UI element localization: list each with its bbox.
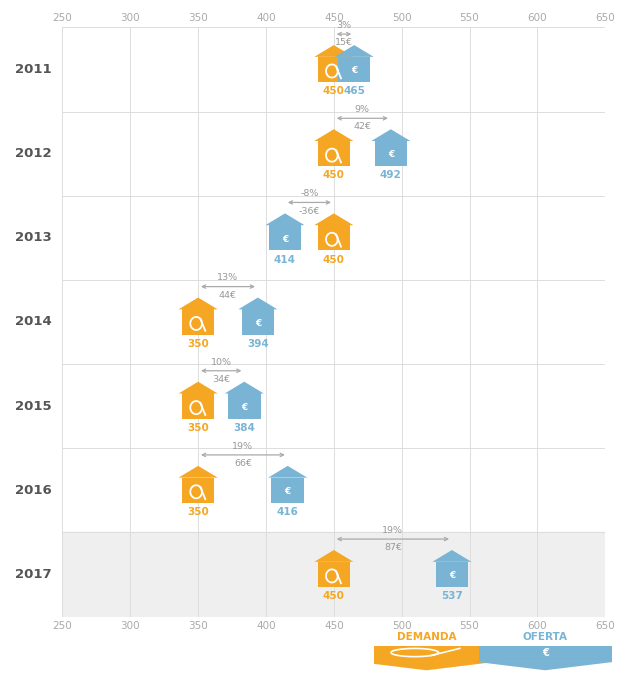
Polygon shape	[314, 129, 353, 141]
Text: 492: 492	[380, 171, 402, 180]
Text: 13%: 13%	[217, 273, 238, 282]
Polygon shape	[269, 225, 301, 251]
Text: €: €	[388, 151, 394, 160]
Bar	[62, 112, 605, 196]
Text: €: €	[285, 487, 291, 496]
Bar	[62, 27, 605, 112]
Polygon shape	[228, 393, 261, 419]
Polygon shape	[268, 466, 307, 477]
Text: 3%: 3%	[336, 21, 351, 30]
Text: 350: 350	[187, 507, 209, 517]
Text: 2015: 2015	[15, 399, 52, 412]
Polygon shape	[318, 57, 350, 82]
Polygon shape	[318, 225, 350, 251]
Polygon shape	[182, 310, 215, 334]
Text: 2017: 2017	[15, 568, 52, 581]
Text: -8%: -8%	[300, 189, 319, 198]
Text: 450: 450	[323, 591, 345, 601]
Polygon shape	[436, 562, 468, 587]
Text: 384: 384	[233, 423, 255, 433]
Polygon shape	[178, 382, 218, 393]
Text: 87€: 87€	[384, 543, 402, 552]
Polygon shape	[479, 645, 612, 661]
Text: 416: 416	[277, 507, 299, 517]
Polygon shape	[371, 129, 411, 141]
Polygon shape	[265, 214, 305, 225]
Text: 15€: 15€	[335, 38, 353, 47]
Text: 2014: 2014	[15, 316, 52, 328]
Text: €: €	[542, 647, 548, 658]
Polygon shape	[178, 466, 218, 477]
Text: 34€: 34€	[212, 375, 230, 384]
Text: 44€: 44€	[219, 291, 237, 300]
Text: 394: 394	[247, 339, 269, 349]
Polygon shape	[318, 562, 350, 587]
Text: -36€: -36€	[299, 207, 320, 216]
Polygon shape	[271, 477, 304, 503]
Text: 414: 414	[274, 255, 296, 264]
Text: €: €	[351, 66, 358, 75]
Polygon shape	[241, 310, 274, 334]
Polygon shape	[318, 141, 350, 166]
Text: €: €	[449, 571, 455, 580]
Text: 450: 450	[323, 171, 345, 180]
Text: 2016: 2016	[15, 484, 52, 497]
Polygon shape	[182, 477, 215, 503]
Text: 2012: 2012	[15, 147, 52, 160]
Polygon shape	[374, 141, 407, 166]
Bar	[62, 364, 605, 448]
Text: 350: 350	[187, 423, 209, 433]
Text: 465: 465	[343, 86, 365, 97]
Polygon shape	[314, 45, 353, 57]
Polygon shape	[338, 57, 371, 82]
Polygon shape	[469, 661, 621, 670]
Bar	[62, 280, 605, 364]
Text: 19%: 19%	[383, 526, 403, 535]
Text: 9%: 9%	[355, 105, 370, 114]
Polygon shape	[314, 550, 353, 562]
Text: 66€: 66€	[234, 459, 252, 468]
Polygon shape	[334, 45, 374, 57]
Text: 19%: 19%	[232, 442, 253, 451]
Text: 2013: 2013	[15, 232, 52, 245]
Polygon shape	[360, 645, 493, 661]
Polygon shape	[432, 550, 472, 562]
Polygon shape	[314, 214, 353, 225]
Polygon shape	[178, 297, 218, 310]
Text: €: €	[255, 319, 261, 327]
Text: 537: 537	[441, 591, 463, 601]
Text: 42€: 42€	[353, 123, 371, 132]
Polygon shape	[238, 297, 278, 310]
Text: 2011: 2011	[15, 63, 52, 76]
Polygon shape	[225, 382, 264, 393]
Bar	[62, 532, 605, 616]
Text: DEMANDA: DEMANDA	[397, 632, 456, 641]
Text: 450: 450	[323, 255, 345, 264]
Text: €: €	[282, 234, 288, 244]
Bar	[62, 448, 605, 532]
Polygon shape	[182, 393, 215, 419]
Bar	[62, 196, 605, 280]
Polygon shape	[351, 661, 502, 670]
Text: OFERTA: OFERTA	[523, 632, 568, 641]
Text: 350: 350	[187, 339, 209, 349]
Text: 450: 450	[323, 86, 345, 97]
Text: €: €	[241, 403, 247, 412]
Text: 10%: 10%	[211, 358, 232, 366]
